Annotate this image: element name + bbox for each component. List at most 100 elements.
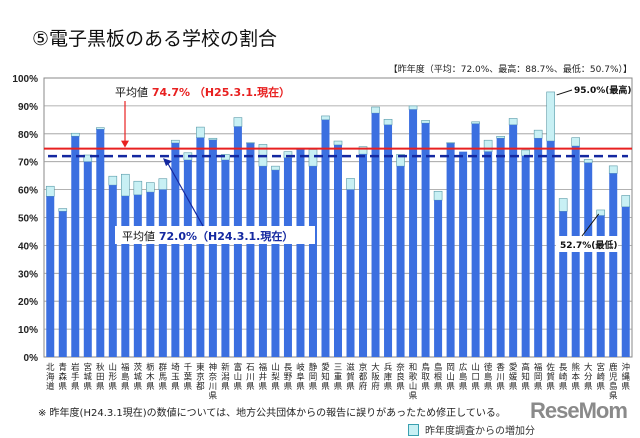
x-tick-label: 岩手県 bbox=[71, 362, 80, 392]
y-tick-label: 0% bbox=[24, 353, 39, 364]
bar-base bbox=[534, 138, 543, 357]
bar-base bbox=[146, 192, 155, 357]
x-tick-label: 愛知県 bbox=[321, 362, 330, 392]
arrowhead-current bbox=[121, 140, 129, 148]
bar-base bbox=[546, 141, 555, 357]
x-tick-label: 福岡県 bbox=[534, 362, 543, 392]
min-annotation-box bbox=[556, 236, 618, 252]
x-tick-label: 北海道 bbox=[46, 363, 55, 392]
bar-increase bbox=[133, 180, 143, 196]
bar-base bbox=[196, 137, 205, 357]
x-tick-label: 秋田県 bbox=[96, 362, 105, 392]
x-tick-label: 埼玉県 bbox=[171, 362, 180, 392]
x-tick-label: 鹿児島県 bbox=[609, 362, 618, 402]
bar-increase bbox=[321, 115, 330, 121]
bar-base bbox=[83, 161, 92, 357]
avg-label-prev-box bbox=[115, 226, 315, 244]
x-tick-label: 佐賀県 bbox=[546, 362, 555, 392]
bar-increase bbox=[433, 190, 443, 201]
bar-base bbox=[409, 109, 418, 357]
x-tick-label: 宮城県 bbox=[84, 362, 93, 392]
x-tick-label: 愛媛県 bbox=[509, 362, 518, 392]
logo: ReseMom bbox=[530, 398, 628, 423]
bar-increase bbox=[558, 198, 568, 212]
arrow-prev bbox=[165, 159, 204, 227]
x-tick-label: 新潟県 bbox=[221, 362, 230, 392]
bar-increase bbox=[508, 118, 518, 126]
bar-base bbox=[496, 138, 505, 357]
bar-base bbox=[621, 206, 630, 357]
bar-base bbox=[459, 151, 468, 357]
bar-base bbox=[271, 170, 280, 357]
bar-base bbox=[133, 194, 142, 357]
bar-increase bbox=[271, 165, 280, 171]
bar-increase bbox=[333, 140, 343, 146]
avg-label-current: 平均値 74.7% （H25.3.1.現在） bbox=[115, 85, 290, 99]
bar-base bbox=[283, 157, 292, 357]
x-tick-label: 長崎県 bbox=[559, 363, 568, 392]
legend: 昨年度調査からの増加分 bbox=[408, 422, 535, 437]
x-tick-label: 岡山県 bbox=[446, 363, 455, 392]
x-tick-label: 岐阜県 bbox=[296, 362, 305, 392]
avg-label-prev: 平均値 72.0%（H24.3.1.現在） bbox=[122, 229, 293, 243]
bar-base bbox=[58, 211, 67, 357]
bar-base bbox=[584, 162, 593, 357]
bar-increase bbox=[233, 117, 243, 127]
bar-increase bbox=[346, 178, 355, 190]
x-tick-label: 石川県 bbox=[246, 363, 255, 392]
bar-base bbox=[434, 200, 443, 357]
y-tick-label: 50% bbox=[18, 214, 38, 225]
x-tick-label: 山口県 bbox=[471, 362, 480, 392]
bar-increase bbox=[121, 173, 130, 197]
bar-increase bbox=[471, 121, 480, 125]
max-arrow bbox=[556, 89, 573, 96]
min-annotation: 52.7%(最低) bbox=[560, 239, 617, 251]
bar-base bbox=[258, 166, 267, 357]
x-tick-label: 沖縄県 bbox=[621, 362, 630, 392]
bar-base bbox=[471, 123, 480, 357]
y-tick-label: 40% bbox=[18, 241, 38, 252]
x-tick-label: 静岡県 bbox=[309, 362, 318, 392]
x-tick-label: 山形県 bbox=[109, 362, 118, 392]
x-tick-label: 高知県 bbox=[521, 362, 530, 392]
y-tick-label: 90% bbox=[18, 102, 38, 113]
x-tick-label: 島根県 bbox=[434, 362, 443, 392]
bar-base bbox=[246, 143, 255, 357]
bar-increase bbox=[571, 137, 581, 147]
y-tick-label: 80% bbox=[18, 130, 38, 141]
x-tick-label: 熊本県 bbox=[571, 362, 580, 392]
bar-base bbox=[359, 154, 368, 357]
bar-increase bbox=[45, 185, 55, 197]
bar-base bbox=[321, 119, 330, 357]
bar-increase bbox=[408, 105, 418, 110]
x-tick-label: 宮崎県 bbox=[596, 362, 605, 392]
bar-increase bbox=[621, 195, 631, 208]
min-arrow bbox=[581, 213, 600, 237]
x-tick-label: 三重県 bbox=[334, 363, 343, 392]
bar-increase bbox=[58, 208, 68, 212]
bar-increase bbox=[246, 142, 255, 144]
y-tick-label: 20% bbox=[18, 297, 38, 308]
bar-base bbox=[446, 143, 455, 357]
bar-base bbox=[559, 211, 568, 357]
page-title: ⑤電子黒板のある学校の割合 bbox=[32, 28, 278, 50]
bar-base bbox=[609, 173, 618, 357]
bar-increase bbox=[583, 159, 593, 164]
bar-increase bbox=[171, 139, 180, 144]
bar-base bbox=[121, 196, 130, 357]
arrowhead-prev bbox=[163, 158, 172, 167]
bar-base bbox=[484, 151, 493, 357]
legend-swatch-increase bbox=[408, 423, 419, 436]
y-tick-label: 30% bbox=[18, 269, 38, 280]
y-tick-label: 10% bbox=[18, 325, 38, 336]
bar-increase bbox=[383, 118, 393, 126]
bar-base bbox=[371, 113, 380, 358]
bar-increase bbox=[608, 165, 618, 174]
x-tick-label: 群馬県 bbox=[159, 362, 168, 392]
bar-increase bbox=[546, 91, 555, 142]
x-tick-label: 茨城県 bbox=[134, 362, 143, 392]
bar-base bbox=[183, 160, 192, 357]
bar-increase bbox=[108, 175, 118, 186]
x-tick-label: 徳島県 bbox=[484, 362, 493, 392]
legend-label: 昨年度調査からの増加分 bbox=[425, 426, 535, 437]
